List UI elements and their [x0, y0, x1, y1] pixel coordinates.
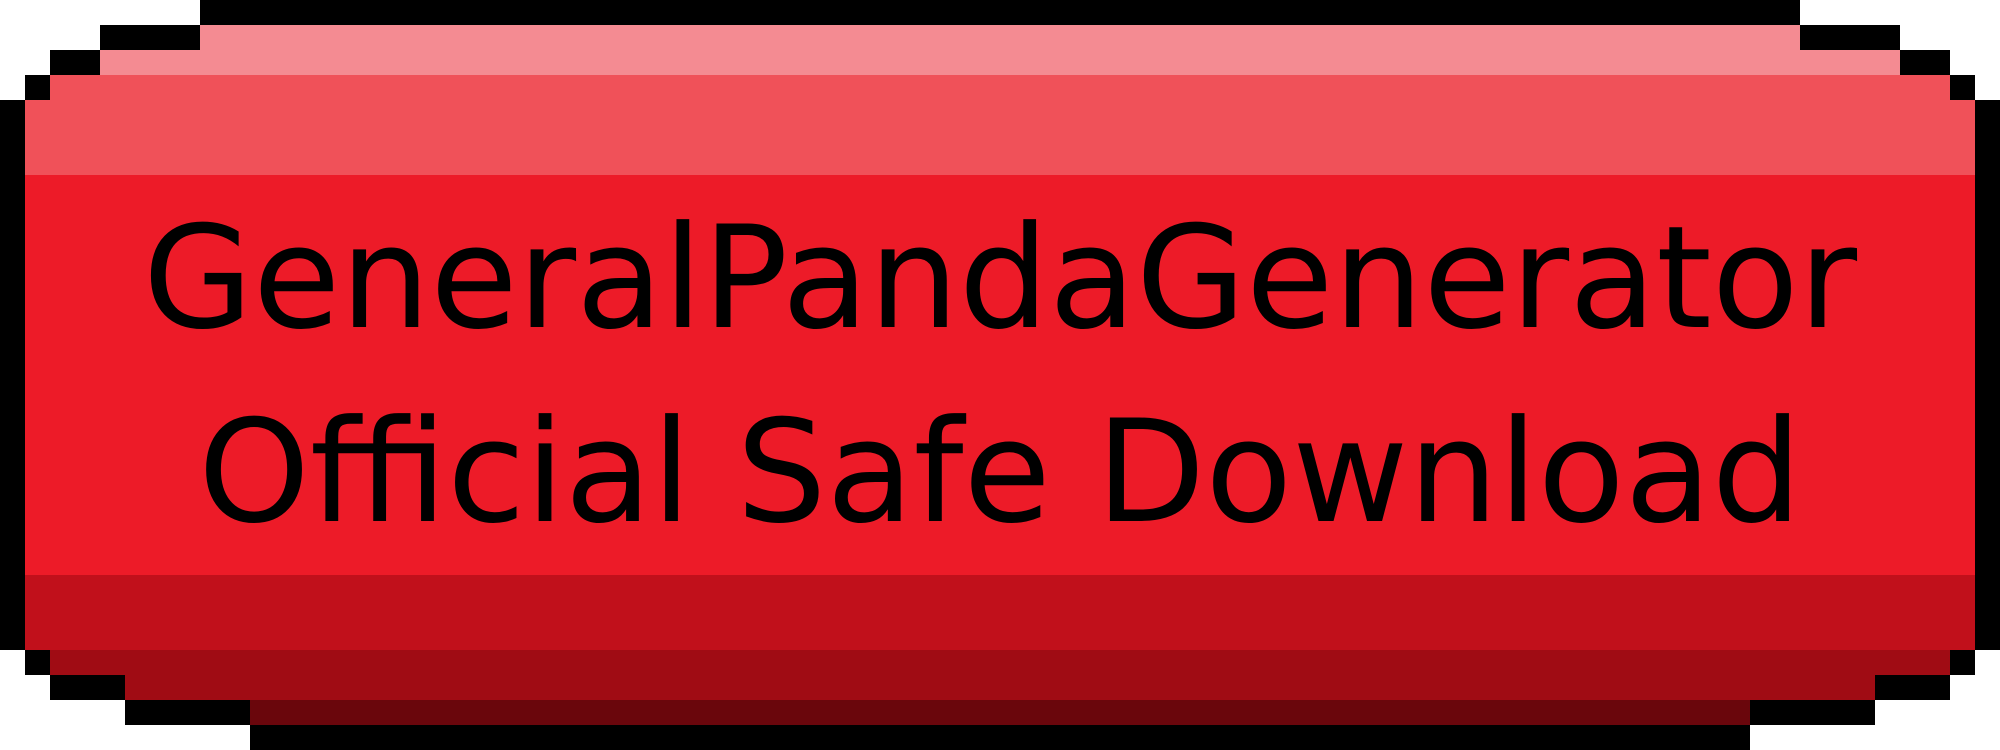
pixel-button-frame [0, 0, 2000, 750]
download-button[interactable]: GeneralPandaGenerator Official Safe Down… [0, 0, 2000, 750]
